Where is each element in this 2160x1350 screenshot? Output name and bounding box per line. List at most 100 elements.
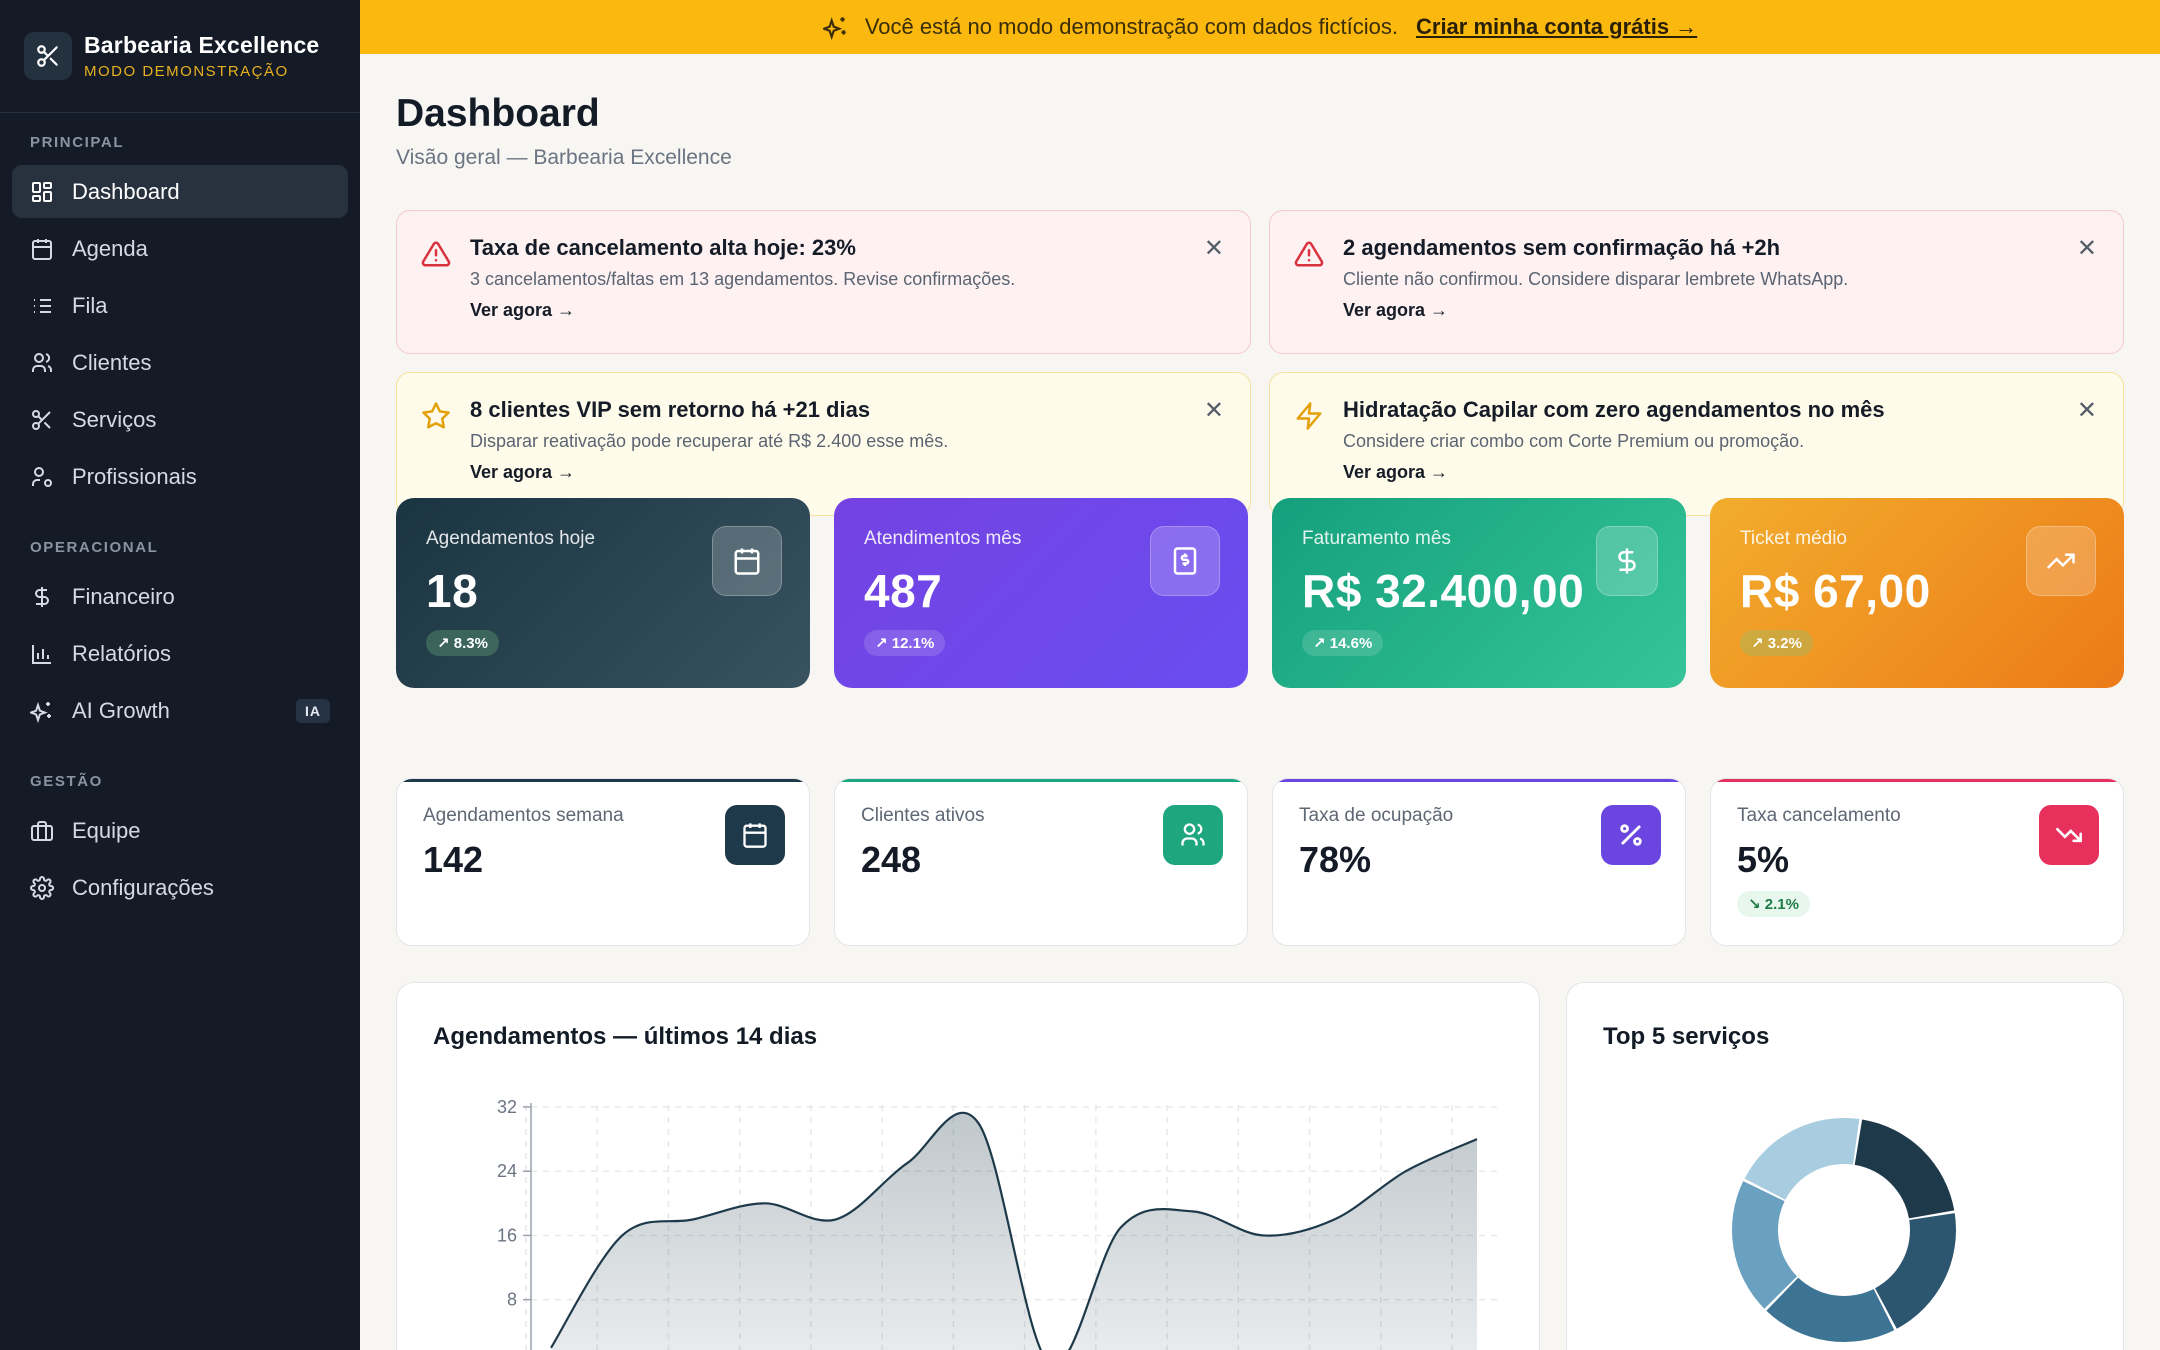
pie-slice[interactable]: [1732, 1181, 1798, 1309]
sidebar-item-label: Financeiro: [72, 583, 175, 609]
kpi-delta: ↗ 3.2%: [1740, 630, 1813, 656]
kpi-label: Faturamento mês: [1302, 528, 1451, 549]
y-tick-label: 24: [497, 1161, 517, 1181]
scissors-icon: [32, 409, 51, 430]
sidebar-item-dashboard[interactable]: Dashboard: [12, 165, 348, 218]
kpi-label: Agendamentos hoje: [426, 528, 596, 549]
demo-banner-text: Você está no modo demonstração com dados…: [864, 14, 1398, 39]
sidebar-item-ai-growth[interactable]: AI Growth IA: [12, 684, 348, 737]
pie-slice[interactable]: [1744, 1118, 1860, 1200]
sidebar-item-label: Clientes: [72, 349, 152, 375]
y-tick-label: 16: [497, 1225, 517, 1245]
kpi-delta: ↗ 12.1%: [864, 630, 946, 656]
alert-title: 2 agendamentos sem confirmação há +2h: [1343, 235, 1781, 260]
appointments-area-chart: 8 16 24 32: [497, 1097, 1497, 1350]
sidebar-item-label: Profissionais: [72, 463, 197, 489]
close-icon[interactable]: ✕: [2076, 235, 2097, 262]
alert-link[interactable]: Ver agora →: [1343, 300, 1449, 320]
ia-badge: IA: [296, 698, 330, 723]
briefcase-icon: [31, 820, 53, 841]
create-account-link[interactable]: Criar minha conta grátis →: [1416, 14, 1698, 39]
section-label-gestao: GESTÃO: [30, 773, 103, 790]
alert-description: Cliente não confirmou. Considere dispara…: [1343, 269, 1849, 289]
trending-down-icon: [2039, 805, 2099, 865]
sidebar-item-agenda[interactable]: Agenda: [12, 222, 348, 275]
alert-card: Taxa de cancelamento alta hoje: 23% 3 ca…: [396, 210, 1251, 354]
chart-title: Top 5 serviços: [1603, 1023, 1770, 1050]
warning-icon: [1294, 241, 1324, 267]
sidebar-item-configuracoes[interactable]: Configurações: [12, 861, 348, 914]
stat-label: Agendamentos semana: [423, 805, 624, 826]
sidebar-item-profissionais[interactable]: Profissionais: [12, 450, 348, 503]
percent-icon: [1601, 805, 1661, 865]
stat-delta: ↘ 2.1%: [1737, 891, 1810, 917]
kpi-label: Ticket médio: [1740, 528, 1847, 549]
alert-title: Hidratação Capilar com zero agendamentos…: [1343, 397, 1885, 422]
warning-icon: [421, 241, 451, 267]
lightning-icon: [1296, 402, 1322, 430]
y-tick-label: 8: [507, 1290, 517, 1310]
appointments-chart-card: Agendamentos — últimos 14 dias 8 16 24 32: [396, 982, 1540, 1350]
kpi-value: R$ 32.400,00: [1302, 565, 1585, 617]
users-icon: [32, 352, 53, 372]
sidebar-item-label: Agenda: [72, 235, 148, 261]
alert-card: Hidratação Capilar com zero agendamentos…: [1269, 372, 2124, 516]
sidebar-item-label: Configurações: [72, 874, 214, 900]
sidebar-item-relatorios[interactable]: Relatórios: [12, 627, 348, 680]
sidebar-item-financeiro[interactable]: Financeiro: [12, 570, 348, 623]
close-icon[interactable]: ✕: [1203, 235, 1224, 262]
kpi-card: Agendamentos hoje 18 ↗ 8.3%: [396, 498, 810, 688]
dollar-icon: [1596, 526, 1658, 596]
alert-link[interactable]: Ver agora →: [470, 462, 576, 482]
stat-value: 5%: [1737, 839, 1790, 880]
stat-value: 248: [861, 839, 922, 880]
sparkles-icon: [30, 701, 51, 723]
demo-mode-label: MODO DEMONSTRAÇÃO: [84, 63, 289, 80]
page-title: Dashboard: [396, 92, 600, 135]
sidebar-item-label: Relatórios: [72, 640, 172, 666]
stat-label: Taxa de ocupação: [1299, 805, 1454, 826]
kpi-value: 18: [426, 565, 479, 617]
users-icon: [1163, 805, 1223, 865]
sidebar-item-equipe[interactable]: Equipe: [12, 804, 348, 857]
sidebar-item-label: Serviços: [72, 406, 157, 432]
star-icon: [422, 402, 450, 429]
brand: Barbearia Excellence MODO DEMONSTRAÇÃO: [0, 0, 360, 113]
section-label-operacional: OPERACIONAL: [30, 539, 159, 556]
pie-slice[interactable]: [1875, 1213, 1956, 1329]
stat-card: Agendamentos semana 142: [396, 778, 810, 946]
sidebar-item-label: Equipe: [72, 817, 141, 843]
kpi-delta: ↗ 14.6%: [1302, 630, 1384, 656]
kpi-value: R$ 67,00: [1740, 565, 1931, 617]
pie-slice[interactable]: [1854, 1119, 1955, 1219]
receipt-icon: [1150, 526, 1220, 596]
sidebar-item-clientes[interactable]: Clientes: [12, 336, 348, 389]
sidebar-item-servicos[interactable]: Serviços: [12, 393, 348, 446]
calendar-icon: [725, 805, 785, 865]
stat-card: Taxa cancelamento 5% ↘ 2.1%: [1710, 778, 2124, 946]
pie-slice[interactable]: [1766, 1277, 1895, 1342]
alert-link[interactable]: Ver agora →: [470, 300, 576, 320]
alert-card: 8 clientes VIP sem retorno há +21 dias D…: [396, 372, 1251, 516]
sidebar-item-label: Fila: [72, 292, 108, 318]
stat-label: Clientes ativos: [861, 805, 985, 826]
stat-label: Taxa cancelamento: [1737, 805, 1901, 826]
close-icon[interactable]: ✕: [1203, 397, 1224, 424]
kpi-value: 487: [864, 565, 943, 617]
chart-title: Agendamentos — últimos 14 dias: [433, 1023, 818, 1050]
user-cog-icon: [32, 466, 52, 487]
kpi-card: Faturamento mês R$ 32.400,00 ↗ 14.6%: [1272, 498, 1686, 688]
stat-value: 142: [423, 839, 484, 880]
section-label-principal: PRINCIPAL: [30, 134, 125, 151]
calendar-icon: [32, 238, 52, 260]
close-icon[interactable]: ✕: [2076, 397, 2097, 424]
calendar-icon: [712, 526, 782, 596]
stat-card: Clientes ativos 248: [834, 778, 1248, 946]
alert-link[interactable]: Ver agora →: [1343, 462, 1449, 482]
top-services-donut-chart: [1732, 1118, 1956, 1342]
dollar-icon: [35, 586, 49, 607]
y-tick-label: 32: [497, 1097, 517, 1117]
scissors-icon: [24, 32, 72, 80]
page-subtitle: Visão geral — Barbearia Excellence: [396, 146, 732, 169]
sidebar-item-fila[interactable]: Fila: [12, 279, 348, 332]
